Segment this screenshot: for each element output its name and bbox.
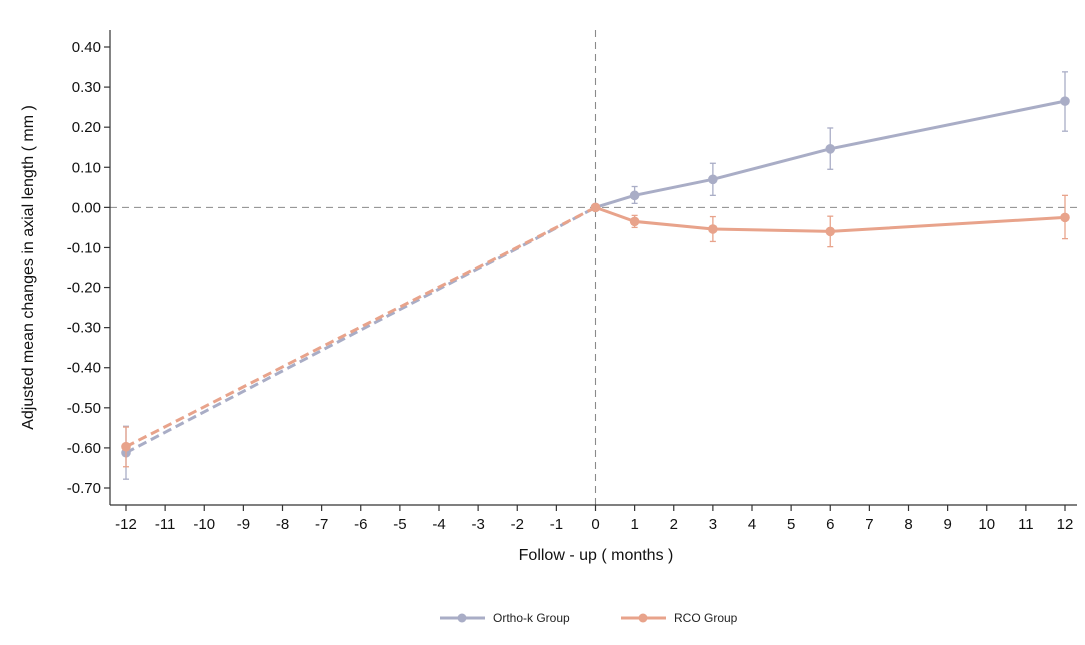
x-tick-label: 5 xyxy=(787,516,795,533)
x-tick-label: -9 xyxy=(237,516,250,533)
y-axis-ticks: 0.40 0.30 0.20 0.10 0.00 -0.10 -0.20 -0.30 -0.40… xyxy=(67,39,110,497)
y-tick-label: -0.60 xyxy=(67,440,101,457)
x-tick-label: 4 xyxy=(748,516,756,533)
x-tick-label: 3 xyxy=(709,516,717,533)
data-point xyxy=(629,190,640,201)
x-tick-label: 12 xyxy=(1057,516,1074,533)
data-point xyxy=(708,224,718,234)
y-tick-label: -0.50 xyxy=(67,400,101,417)
data-point xyxy=(590,202,601,213)
x-tick-label: -4 xyxy=(432,516,445,533)
y-tick-label: -0.30 xyxy=(67,320,101,337)
x-tick-label: 10 xyxy=(978,516,995,533)
y-tick-label: 0.30 xyxy=(72,79,101,96)
x-tick-label: -8 xyxy=(276,516,289,533)
x-tick-label: -3 xyxy=(471,516,484,533)
x-tick-label: -1 xyxy=(550,516,563,533)
x-tick-label: -6 xyxy=(354,516,367,533)
series-rco-group xyxy=(121,194,1070,468)
x-tick-label: -12 xyxy=(115,516,137,533)
series xyxy=(121,71,1070,480)
y-tick-label: -0.20 xyxy=(67,280,101,297)
x-axis-ticks: -12 -11 -10 -9 -8 -7 -6 -5 -4 -3 -2 -1 0 1 2 3 4 5 6 7 8 9 10 1… xyxy=(115,505,1073,533)
axes xyxy=(109,30,1077,506)
y-axis-title: Adjusted mean changes in axial length ( … xyxy=(20,105,37,430)
x-tick-label: 6 xyxy=(826,516,834,533)
data-point xyxy=(825,144,836,154)
data-point xyxy=(708,174,718,185)
x-tick-label: -7 xyxy=(315,516,328,533)
y-tick-label: -0.10 xyxy=(67,239,101,256)
y-tick-label: 0.40 xyxy=(72,39,101,56)
x-axis-title: Follow - up ( months ) xyxy=(519,547,674,564)
x-tick-label: 8 xyxy=(904,516,912,533)
data-point xyxy=(1060,212,1070,223)
x-tick-label: 1 xyxy=(630,516,638,533)
legend-item-rco: RCO Group xyxy=(621,611,738,625)
y-tick-label: -0.40 xyxy=(67,360,101,377)
legend-item-ortho-k: Ortho-k Group xyxy=(440,611,570,625)
x-tick-label: 2 xyxy=(670,516,678,533)
y-tick-label: 0.20 xyxy=(72,119,101,136)
legend-label: Ortho-k Group xyxy=(493,611,570,625)
y-tick-label: 0.00 xyxy=(72,199,101,216)
data-point xyxy=(825,226,836,237)
x-tick-label: 0 xyxy=(591,516,599,533)
y-tick-label: 0.10 xyxy=(72,159,101,176)
legend-label: RCO Group xyxy=(674,611,738,625)
y-tick-label: -0.70 xyxy=(67,480,101,497)
legend: Ortho-k Group RCO Group xyxy=(440,611,738,625)
x-tick-label: -10 xyxy=(193,516,215,533)
series-line-dashed xyxy=(125,206,597,449)
legend-swatch-marker xyxy=(457,613,467,623)
x-tick-label: -2 xyxy=(511,516,524,533)
data-point xyxy=(121,441,131,452)
legend-swatch-marker xyxy=(638,613,648,623)
x-tick-label: 7 xyxy=(865,516,873,533)
data-point xyxy=(629,216,640,227)
x-tick-label: -5 xyxy=(393,516,406,533)
x-tick-label: 11 xyxy=(1018,516,1034,533)
x-tick-label: -11 xyxy=(155,516,176,533)
data-point xyxy=(1060,96,1070,106)
x-tick-label: 9 xyxy=(943,516,951,533)
